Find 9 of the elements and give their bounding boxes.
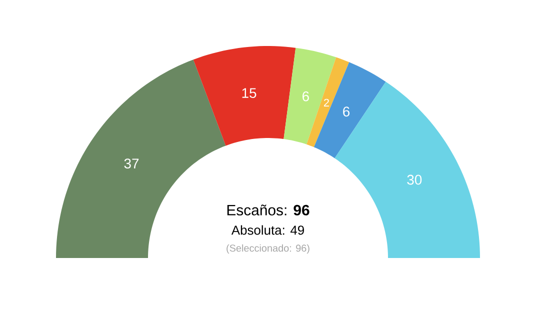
data-label: 6 bbox=[302, 91, 309, 102]
data-label: 15 bbox=[242, 88, 256, 98]
data-label: 30 bbox=[407, 174, 422, 185]
text: (Seleccionado: 96) bbox=[226, 244, 310, 254]
data-label: 6 bbox=[343, 106, 350, 117]
data-label: 2 bbox=[324, 98, 329, 106]
text: Escaños: 96 bbox=[227, 204, 310, 216]
data-label: 37 bbox=[124, 158, 139, 168]
text: Absoluta: 49 bbox=[231, 225, 304, 235]
